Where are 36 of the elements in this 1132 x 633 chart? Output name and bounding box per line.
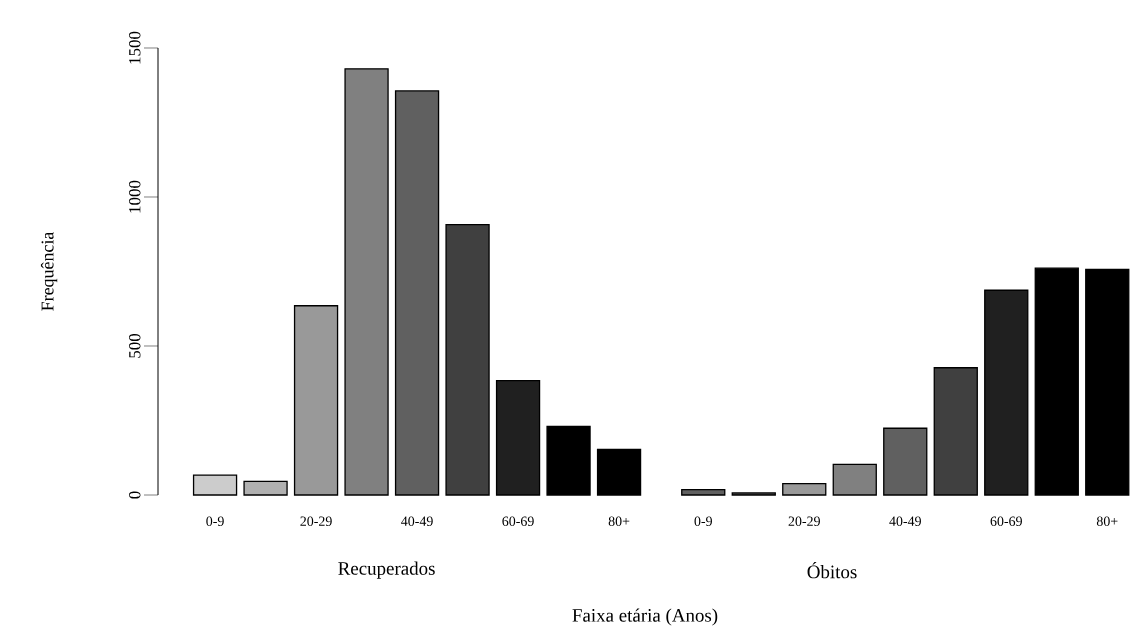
bar bbox=[883, 427, 928, 496]
bar bbox=[1034, 267, 1079, 496]
y-tick-label: 1500 bbox=[129, 31, 141, 64]
bar bbox=[731, 492, 776, 496]
x-axis-title: Recuperados bbox=[338, 561, 435, 579]
x-tick-label: 80+ bbox=[608, 516, 630, 526]
bar bbox=[832, 463, 877, 496]
bar bbox=[933, 367, 978, 496]
bar bbox=[445, 224, 490, 496]
bar bbox=[293, 305, 339, 496]
bar bbox=[394, 90, 440, 496]
y-tick-label: 500 bbox=[129, 333, 141, 358]
bar bbox=[192, 474, 238, 496]
x-tick-label: 40-49 bbox=[401, 516, 433, 526]
bar bbox=[782, 483, 827, 496]
bar bbox=[596, 448, 642, 496]
x-tick-label: 20-29 bbox=[788, 516, 820, 526]
x-tick-label: 20-29 bbox=[300, 516, 332, 526]
x-tick-label: 40-49 bbox=[889, 516, 921, 526]
y-tick-label: 1000 bbox=[129, 180, 141, 213]
bar bbox=[984, 289, 1029, 496]
x-tick-label: 0-9 bbox=[206, 516, 224, 526]
bar bbox=[495, 379, 541, 496]
x-axis-title: Óbitos bbox=[807, 561, 857, 579]
x-tick-label: 60-69 bbox=[990, 516, 1022, 526]
x-tick-label: 80+ bbox=[1096, 516, 1118, 526]
text: Faixa etária (Anos) bbox=[572, 608, 718, 626]
x-tick-label: 60-69 bbox=[502, 516, 534, 526]
x-tick-label: 0-9 bbox=[694, 516, 712, 526]
bar bbox=[681, 488, 726, 496]
bar bbox=[1085, 268, 1130, 496]
y-tick-label: 0 bbox=[129, 491, 141, 499]
bar bbox=[344, 68, 389, 496]
bar bbox=[243, 480, 288, 496]
bar bbox=[546, 425, 591, 496]
y-axis-title: Frequência bbox=[40, 231, 58, 311]
